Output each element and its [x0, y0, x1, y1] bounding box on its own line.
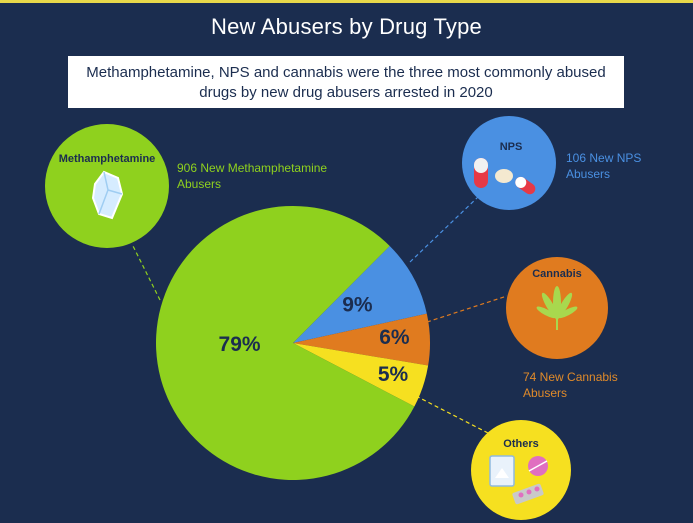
pills-icon [474, 158, 536, 195]
top-accent-rule [0, 0, 693, 3]
cannabis-annotation: 74 New Cannabis Abusers [523, 370, 618, 400]
leader-line-others [415, 395, 489, 434]
pie-slice-methamphetamine [156, 205, 415, 480]
others-bubble [471, 420, 571, 520]
drug-packets-icon [489, 455, 548, 505]
pie-slices [156, 205, 430, 480]
callout-others: Others [471, 420, 571, 520]
crystal-icon [91, 170, 124, 220]
leader-lines [131, 196, 508, 434]
callout-methamphetamine: Methamphetamine [45, 124, 169, 248]
cannabis-bubble-label: Cannabis [532, 268, 582, 280]
callout-cannabis: Cannabis [506, 257, 608, 359]
pie-slice-others [293, 343, 429, 407]
nps-bubble-label: NPS [500, 141, 523, 153]
pie-slice-nps [293, 245, 427, 343]
others-bubble-label: Others [503, 438, 538, 450]
leader-line-cannabis [426, 295, 508, 323]
percent-label-cannabis: 6% [379, 326, 410, 349]
leader-line-nps [409, 196, 479, 263]
methamphetamine-annotation: 906 New Methamphetamine Abusers [177, 161, 328, 191]
callout-nps: NPS [462, 116, 556, 210]
percent-label-others: 5% [378, 363, 409, 386]
chart-subtitle: Methamphetamine, NPS and cannabis were t… [68, 56, 624, 108]
nps-annotation: 106 New NPS Abusers [566, 151, 642, 181]
percent-label-methamphetamine: 79% [219, 333, 261, 356]
chart-title: New Abusers by Drug Type [211, 14, 482, 39]
percent-label-nps: 9% [342, 293, 373, 316]
cannabis-leaf-icon [536, 286, 578, 330]
leader-line-methamphetamine [131, 243, 161, 301]
percent-labels: 79% 9% 6% 5% [219, 293, 410, 386]
methamphetamine-bubble-label: Methamphetamine [59, 153, 156, 165]
pie-slice-cannabis [293, 313, 430, 366]
